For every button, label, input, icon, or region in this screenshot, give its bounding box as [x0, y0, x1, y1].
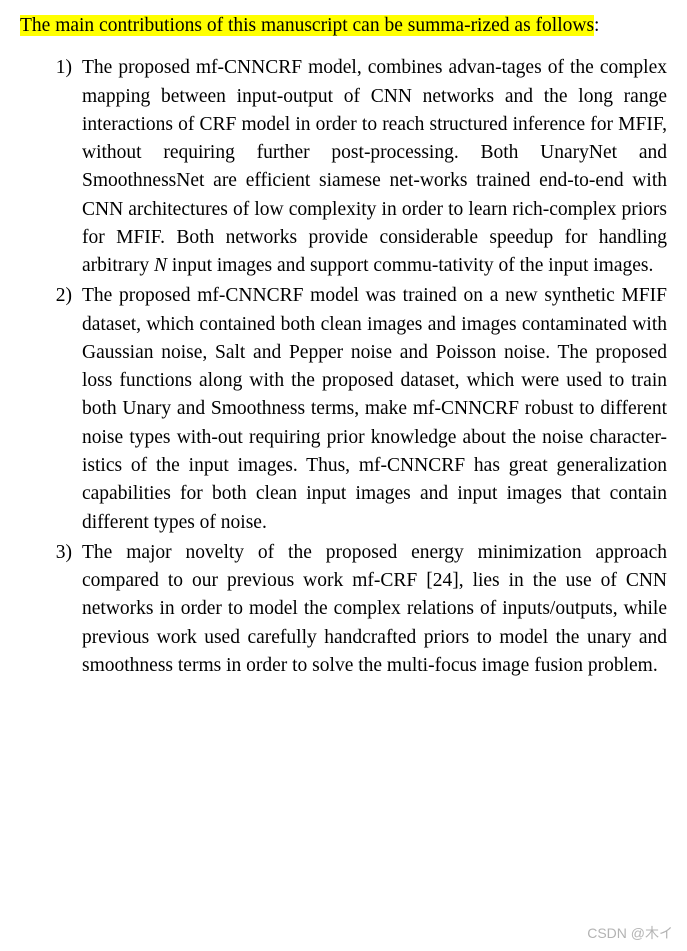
intro-suffix: :: [594, 15, 599, 36]
intro-highlighted: The main contributions of this manuscrip…: [20, 15, 594, 36]
list-item: 1) The proposed mf-CNNCRF model, combine…: [50, 54, 667, 280]
item1-italic: N: [154, 255, 167, 276]
list-content-2: The proposed mf-CNNCRF model was trained…: [82, 282, 667, 536]
contributions-list: 1) The proposed mf-CNNCRF model, combine…: [20, 54, 667, 680]
item1-post: input images and support commu-tativity …: [167, 255, 653, 276]
list-marker-3: 3): [50, 539, 82, 680]
item3-pre: The major novelty of the proposed energy…: [82, 542, 667, 676]
intro-paragraph: The main contributions of this manuscrip…: [20, 12, 667, 40]
list-marker-1: 1): [50, 54, 82, 280]
list-item: 3) The major novelty of the proposed ene…: [50, 539, 667, 680]
item1-pre: The proposed mf-CNNCRF model, combines a…: [82, 57, 667, 276]
list-item: 2) The proposed mf-CNNCRF model was trai…: [50, 282, 667, 536]
list-content-1: The proposed mf-CNNCRF model, combines a…: [82, 54, 667, 280]
list-marker-2: 2): [50, 282, 82, 536]
item2-pre: The proposed mf-CNNCRF model was trained…: [82, 285, 667, 532]
watermark: CSDN @木イ: [587, 923, 673, 943]
list-content-3: The major novelty of the proposed energy…: [82, 539, 667, 680]
